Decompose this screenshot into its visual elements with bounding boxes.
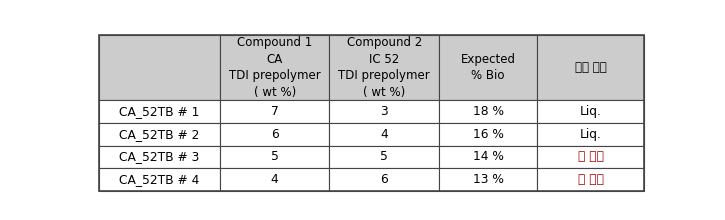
Text: 7: 7 bbox=[270, 105, 278, 118]
Bar bbox=[220, 123, 329, 145]
Text: 13 %: 13 % bbox=[473, 173, 504, 186]
Bar bbox=[220, 145, 329, 168]
Bar bbox=[329, 35, 439, 100]
Bar bbox=[537, 35, 644, 100]
Text: Compound 2
IC 52
TDI prepolymer
( wt %): Compound 2 IC 52 TDI prepolymer ( wt %) bbox=[339, 36, 430, 99]
Text: 상 분리: 상 분리 bbox=[578, 173, 604, 186]
Bar bbox=[439, 35, 537, 100]
Text: 상 분리: 상 분리 bbox=[578, 150, 604, 163]
Bar bbox=[537, 100, 644, 123]
Text: 5: 5 bbox=[270, 150, 278, 163]
Text: 3: 3 bbox=[381, 105, 388, 118]
Bar bbox=[99, 145, 220, 168]
Bar bbox=[329, 123, 439, 145]
Text: Expected
% Bio: Expected % Bio bbox=[460, 53, 515, 82]
Bar bbox=[99, 100, 220, 123]
Bar bbox=[220, 35, 329, 100]
Bar bbox=[439, 100, 537, 123]
Text: 18 %: 18 % bbox=[473, 105, 504, 118]
Bar bbox=[220, 168, 329, 191]
Text: CA_52TB # 1: CA_52TB # 1 bbox=[120, 105, 199, 118]
Bar bbox=[537, 168, 644, 191]
Bar bbox=[439, 145, 537, 168]
Text: 4: 4 bbox=[381, 128, 388, 141]
Text: 상용 성상: 상용 성상 bbox=[575, 61, 607, 74]
Text: 6: 6 bbox=[381, 173, 388, 186]
Text: 16 %: 16 % bbox=[473, 128, 504, 141]
Bar bbox=[329, 100, 439, 123]
Text: 14 %: 14 % bbox=[473, 150, 504, 163]
Text: CA_52TB # 2: CA_52TB # 2 bbox=[120, 128, 199, 141]
Bar bbox=[99, 35, 220, 100]
Text: 4: 4 bbox=[270, 173, 278, 186]
Bar bbox=[439, 123, 537, 145]
Bar bbox=[99, 168, 220, 191]
Text: Compound 1
CA
TDI prepolymer
( wt %): Compound 1 CA TDI prepolymer ( wt %) bbox=[229, 36, 320, 99]
Text: Liq.: Liq. bbox=[580, 105, 602, 118]
Bar bbox=[439, 168, 537, 191]
Text: CA_52TB # 4: CA_52TB # 4 bbox=[120, 173, 199, 186]
Bar bbox=[99, 123, 220, 145]
Bar bbox=[537, 123, 644, 145]
Bar bbox=[537, 145, 644, 168]
Text: 6: 6 bbox=[270, 128, 278, 141]
Text: 5: 5 bbox=[381, 150, 388, 163]
Bar bbox=[329, 145, 439, 168]
Text: CA_52TB # 3: CA_52TB # 3 bbox=[120, 150, 199, 163]
Text: Liq.: Liq. bbox=[580, 128, 602, 141]
Bar bbox=[329, 168, 439, 191]
Bar bbox=[220, 100, 329, 123]
